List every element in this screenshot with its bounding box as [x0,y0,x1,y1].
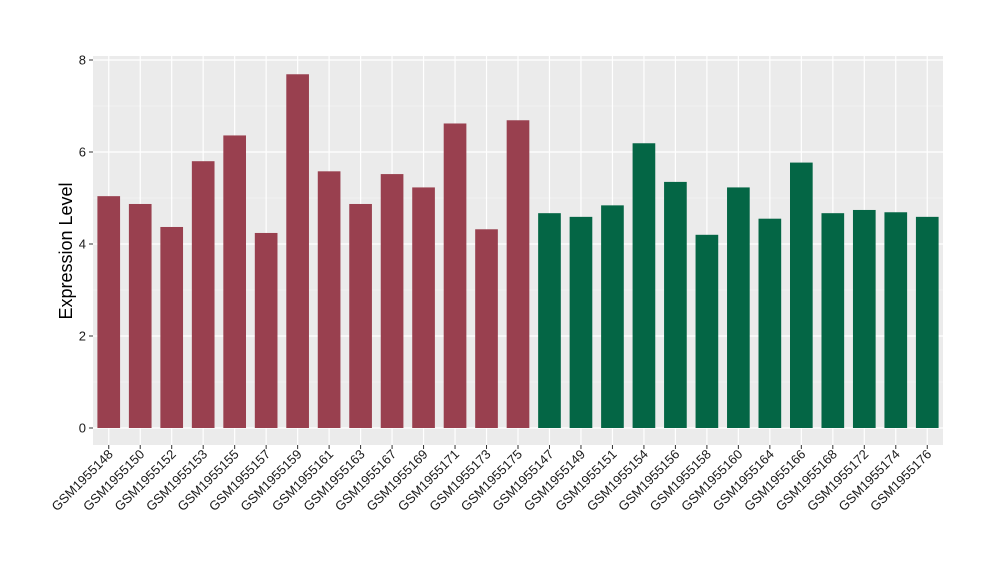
bar-GSM1955171 [443,123,467,428]
bar-GSM1955168 [821,213,845,428]
y-tick-label: 8 [79,53,86,68]
bar-GSM1955153 [191,161,215,428]
bar-GSM1955174 [884,212,908,428]
bar-GSM1955156 [664,181,687,428]
bar-GSM1955172 [852,209,876,428]
bars [97,74,939,428]
bar-GSM1955161 [317,171,341,428]
y-tick-label: 2 [79,329,86,344]
y-axis-title: Expression Level [56,182,76,319]
bar-GSM1955148 [97,196,121,428]
bar-GSM1955147 [538,213,561,428]
bar-GSM1955159 [286,74,309,428]
bar-GSM1955166 [790,162,813,428]
bar-GSM1955151 [601,205,624,428]
x-axis: GSM1955148GSM1955150GSM1955152GSM1955153… [49,445,934,514]
bar-GSM1955167 [380,174,404,428]
bar-GSM1955169 [412,187,435,428]
y-axis: 0 2 4 6 8 [79,53,93,436]
bar-GSM1955152 [160,226,184,428]
bar-GSM1955176 [915,216,939,428]
bar-GSM1955160 [727,187,750,428]
bar-GSM1955163 [349,203,372,428]
bar-GSM1955157 [254,232,278,428]
bar-GSM1955149 [569,216,593,428]
bar-GSM1955164 [758,218,782,428]
bar-GSM1955175 [506,120,530,428]
y-tick-label: 4 [79,237,86,252]
bar-GSM1955158 [695,234,719,428]
y-tick-label: 6 [79,145,86,160]
bar-GSM1955154 [632,143,656,428]
bar-GSM1955155 [223,135,246,428]
bar-GSM1955173 [475,229,498,428]
y-tick-label: 0 [79,421,86,436]
bar-GSM1955150 [128,203,152,428]
